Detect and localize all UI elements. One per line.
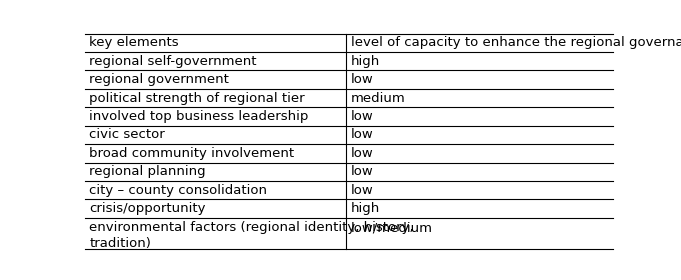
Text: regional government: regional government	[89, 73, 229, 86]
Text: crisis/opportunity: crisis/opportunity	[89, 202, 206, 215]
Text: regional self-government: regional self-government	[89, 55, 257, 68]
Text: political strength of regional tier: political strength of regional tier	[89, 92, 305, 105]
Text: environmental factors (regional identity, history,
tradition): environmental factors (regional identity…	[89, 221, 414, 250]
Text: medium: medium	[351, 92, 405, 105]
Text: high: high	[351, 202, 380, 215]
Text: key elements: key elements	[89, 36, 179, 49]
Text: low: low	[351, 73, 373, 86]
Text: regional planning: regional planning	[89, 165, 206, 178]
Text: low: low	[351, 147, 373, 160]
Text: involved top business leadership: involved top business leadership	[89, 110, 308, 123]
Text: broad community involvement: broad community involvement	[89, 147, 294, 160]
Text: low/medium: low/medium	[351, 221, 432, 234]
Text: low: low	[351, 129, 373, 141]
Text: low: low	[351, 110, 373, 123]
Text: high: high	[351, 55, 380, 68]
Text: civic sector: civic sector	[89, 129, 165, 141]
Text: city – county consolidation: city – county consolidation	[89, 184, 268, 197]
Text: low: low	[351, 184, 373, 197]
Text: level of capacity to enhance the regional governance: level of capacity to enhance the regiona…	[351, 36, 681, 49]
Text: low: low	[351, 165, 373, 178]
